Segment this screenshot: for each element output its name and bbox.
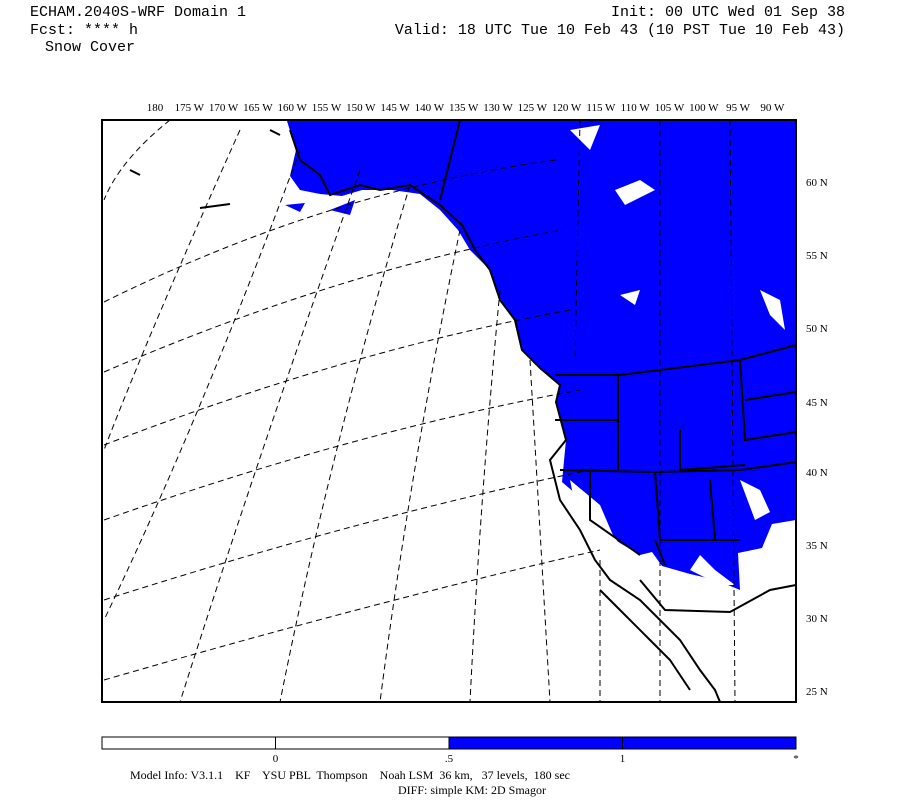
lat-label: 40 N xyxy=(806,467,828,479)
colorbar-swatch xyxy=(102,737,276,749)
map: 180 175 W 170 W 165 W 160 W 155 W 150 W 145 W 14… xyxy=(101,102,828,703)
lon-label: 135 W xyxy=(449,102,479,114)
colorbar-label: .5 xyxy=(445,753,454,765)
lon-label: 165 W xyxy=(243,102,273,114)
lat-label: 45 N xyxy=(806,397,828,409)
coastline xyxy=(129,129,721,703)
lat-label: 55 N xyxy=(806,250,828,262)
colorbar-swatch xyxy=(449,737,623,749)
lon-label: 110 W xyxy=(621,102,651,114)
lon-label: 170 W xyxy=(209,102,239,114)
colorbar-label: 0 xyxy=(273,753,279,765)
map-frame xyxy=(101,119,797,703)
lat-label: 25 N xyxy=(806,686,828,698)
lat-label: 60 N xyxy=(806,177,828,189)
lon-label: 175 W xyxy=(175,102,205,114)
lon-label: 180 xyxy=(147,102,164,114)
colorbar-label: * xyxy=(793,753,799,765)
lon-label: 125 W xyxy=(518,102,548,114)
lon-label: 160 W xyxy=(277,102,307,114)
lat-label: 30 N xyxy=(806,613,828,625)
colorbar-label: 1 xyxy=(620,753,626,765)
model-info: Model Info: V3.1.1 KF YSU PBL Thompson N… xyxy=(130,768,570,782)
lon-label: 150 W xyxy=(346,102,376,114)
forecast: Fcst: **** h xyxy=(30,22,138,39)
lon-label: 90 W xyxy=(760,102,785,114)
lon-label: 140 W xyxy=(415,102,445,114)
colorbar-swatch xyxy=(275,737,449,749)
lat-label: 50 N xyxy=(806,323,828,335)
diff-info: DIFF: simple KM: 2D Smagor xyxy=(398,783,546,797)
lon-label: 145 W xyxy=(380,102,410,114)
lon-label: 105 W xyxy=(655,102,685,114)
graticule xyxy=(103,119,736,703)
snow-area xyxy=(285,121,796,590)
init: Init: 00 UTC Wed 01 Sep 38 xyxy=(611,4,845,21)
colorbar: 0 .5 1 * xyxy=(101,736,799,765)
title: ECHAM.2040S-WRF Domain 1 xyxy=(30,4,246,21)
field: Snow Cover xyxy=(45,39,135,56)
lon-label: 115 W xyxy=(586,102,616,114)
lat-label: 35 N xyxy=(806,540,828,552)
lon-label: 95 W xyxy=(726,102,751,114)
colorbar-swatch xyxy=(622,737,796,749)
lon-label: 120 W xyxy=(552,102,582,114)
lon-label: 155 W xyxy=(312,102,342,114)
valid: Valid: 18 UTC Tue 10 Feb 43 (10 PST Tue … xyxy=(395,22,845,39)
lon-label: 100 W xyxy=(689,102,719,114)
snow-free xyxy=(570,125,785,585)
lon-label: 130 W xyxy=(483,102,513,114)
